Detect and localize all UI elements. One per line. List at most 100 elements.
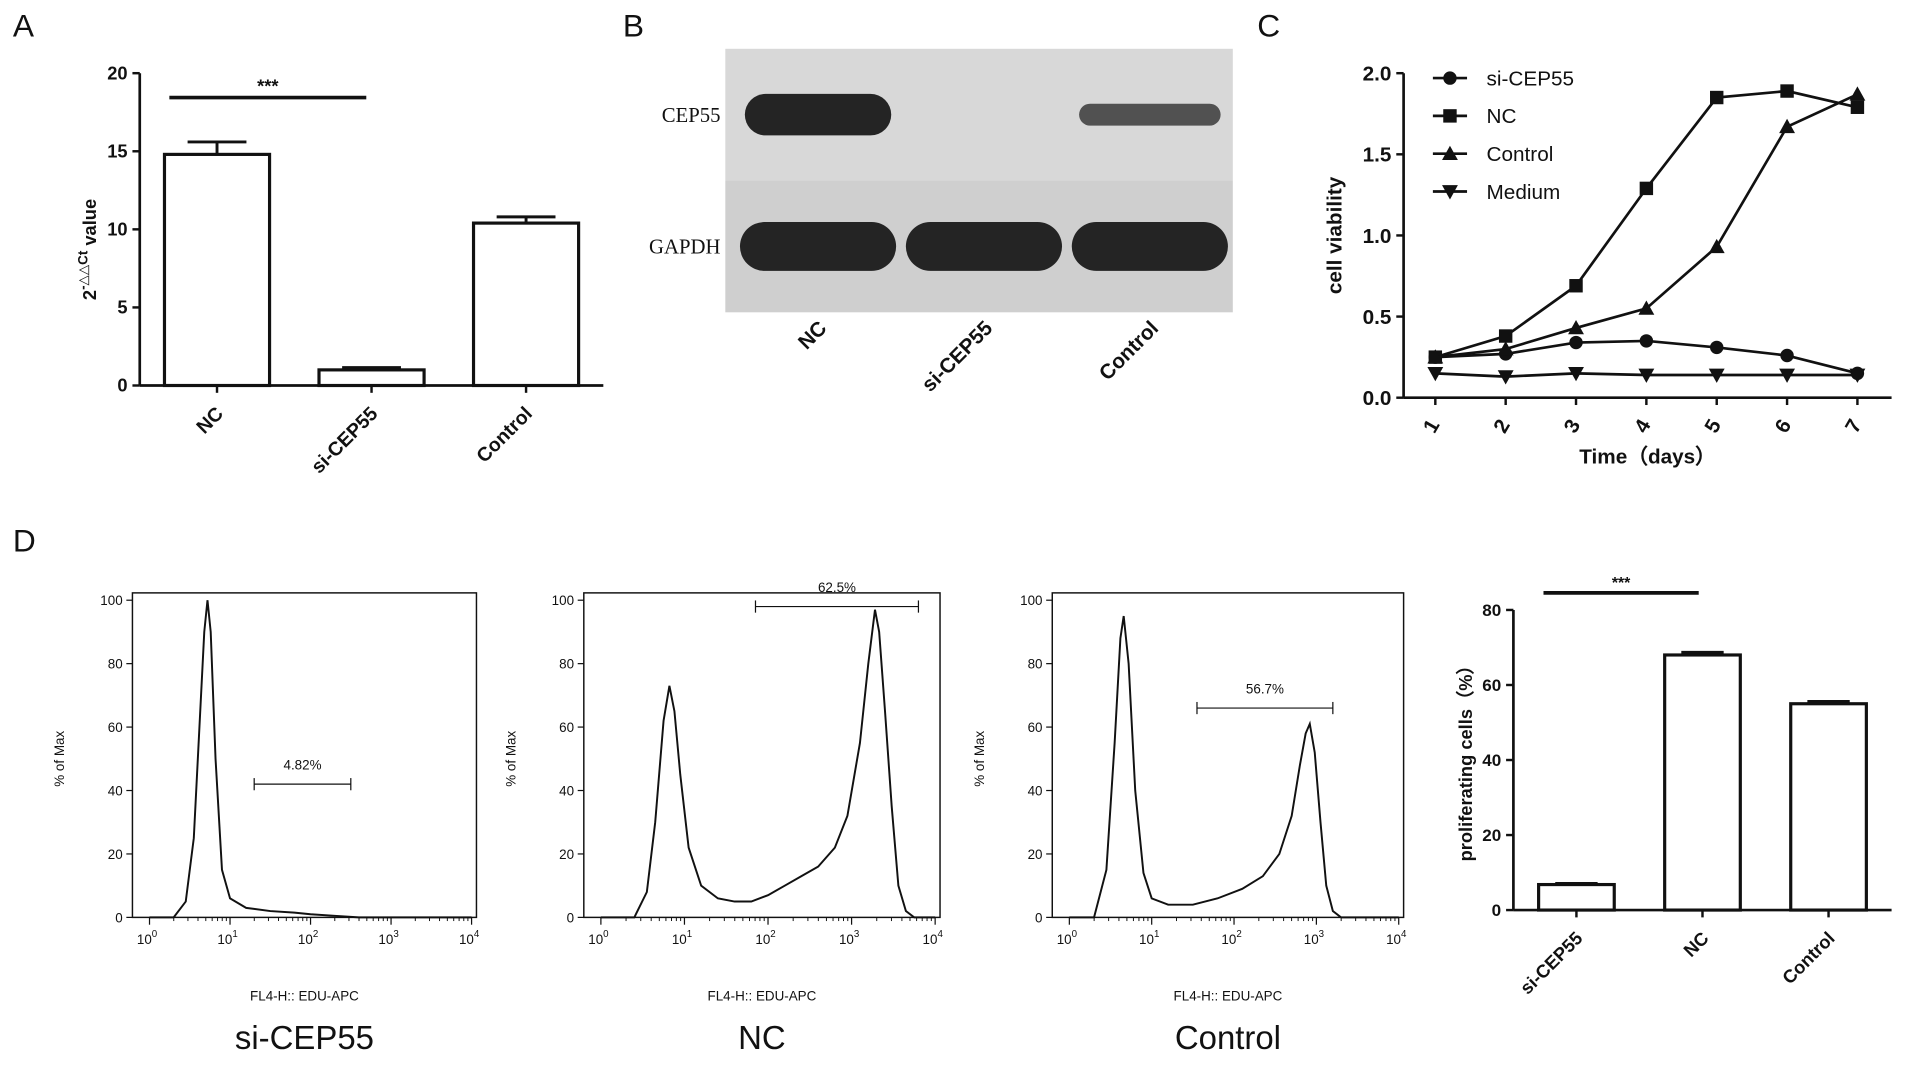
bar-nc (1663, 653, 1742, 912)
plot-frame (583, 592, 941, 919)
point-si-cep55 (1780, 348, 1794, 363)
y-tick-label: 80 (108, 657, 123, 672)
bar-si-cep55 (317, 368, 426, 388)
y-tick-label: 80 (559, 657, 574, 672)
point-control (1497, 341, 1514, 356)
point-medium (1779, 368, 1795, 383)
x-tick-label: 103 (1304, 929, 1324, 947)
point-control (1427, 349, 1444, 364)
point-nc (1569, 279, 1583, 293)
x-tick-label: 101 (217, 929, 237, 947)
x-tick-label: 101 (1139, 929, 1159, 947)
point-nc (1850, 100, 1865, 114)
plot-frame (1051, 592, 1405, 919)
band-gapdh-si-cep55 (905, 222, 1063, 271)
band-gapdh-nc (739, 222, 897, 271)
bar-nc (162, 152, 272, 388)
point-control (1779, 118, 1795, 134)
x-tick-label: 103 (378, 929, 398, 947)
blot-row-label-cep55: CEP55 (662, 105, 721, 127)
y-tick-label: 40 (108, 783, 123, 798)
y-tick-label: 60 (1028, 720, 1043, 735)
y-tick-label: 0 (115, 910, 122, 925)
y-tick-label: 0.5 (1363, 306, 1392, 329)
x-tick-label: 104 (459, 929, 480, 947)
x-tick-label: 100 (137, 929, 158, 947)
point-nc (1498, 329, 1513, 343)
legend-marker-medium (1442, 185, 1458, 200)
x-tick-label: 100 (1057, 929, 1078, 947)
y-axis-label: 2-△△Ct value (75, 199, 100, 300)
bar-control (471, 221, 581, 388)
point-medium (1568, 367, 1584, 382)
legend-label-medium: Medium (1487, 181, 1561, 204)
legend-marker-nc (1443, 109, 1457, 123)
point-control (1849, 86, 1866, 101)
point-medium (1497, 370, 1514, 385)
panel-label-d: D (13, 522, 36, 558)
point-si-cep55 (1639, 334, 1654, 348)
y-tick-label: 15 (107, 140, 127, 161)
y-tick-label: 80 (1028, 657, 1043, 672)
point-medium (1708, 368, 1725, 383)
y-tick-label: 10 (107, 218, 127, 239)
y-tick-label: 0.0 (1363, 387, 1392, 410)
y-axis-label: cell viability (1323, 176, 1346, 294)
band-cep55-nc (744, 93, 892, 136)
significance-label: *** (257, 76, 279, 97)
y-tick-label: 40 (559, 783, 574, 798)
legend-label-nc: NC (1487, 105, 1517, 128)
point-control (1568, 320, 1584, 335)
band-cep55-control (1079, 103, 1221, 126)
y-tick-label: 60 (559, 720, 574, 735)
legend-label-control: Control (1487, 143, 1554, 166)
y-tick-label: 100 (552, 593, 574, 608)
x-axis-label: FL4-H:: EDU-APC (250, 988, 359, 1003)
x-tick-label: 102 (298, 929, 318, 947)
plot-frame (131, 592, 478, 919)
y-axis-label: proliferating cells（%） (1455, 656, 1476, 861)
panel-label-a: A (13, 8, 35, 44)
y-tick-label: 5 (117, 297, 127, 318)
x-tick-label: 104 (923, 929, 944, 947)
y-tick-label: 60 (108, 720, 123, 735)
gate-label: 56.7% (1246, 681, 1284, 696)
histogram-title: Control (1175, 1019, 1281, 1056)
y-tick-label: 80 (1482, 601, 1501, 620)
y-axis-label: % of Max (52, 731, 67, 787)
y-tick-label: 100 (100, 593, 122, 608)
x-axis-label: FL4-H:: EDU-APC (1174, 988, 1283, 1003)
x-tick-label: 103 (839, 929, 859, 947)
point-control (1708, 238, 1725, 254)
point-control (1638, 300, 1655, 315)
x-tick-label: 102 (755, 929, 775, 947)
y-tick-label: 1.5 (1363, 144, 1392, 167)
gate-label: 62.5% (818, 580, 856, 595)
panel-label-b: B (623, 8, 644, 44)
legend-marker-si-cep55 (1443, 71, 1457, 85)
histogram-curve (149, 600, 472, 919)
point-medium (1638, 368, 1655, 383)
band-gapdh-control (1071, 222, 1228, 271)
point-medium (1427, 367, 1444, 382)
point-nc (1710, 90, 1724, 105)
y-tick-label: 20 (1028, 847, 1043, 862)
x-tick-label: 101 (672, 929, 692, 947)
y-tick-label: 2.0 (1363, 63, 1392, 86)
point-nc (1780, 84, 1794, 98)
point-si-cep55 (1569, 335, 1583, 350)
significance-label: *** (1612, 575, 1631, 592)
y-tick-label: 0 (117, 375, 127, 396)
histogram-curve (600, 609, 936, 919)
y-tick-label: 0 (567, 910, 574, 925)
point-nc (1639, 181, 1654, 196)
y-tick-label: 20 (108, 847, 123, 862)
y-axis-label: % of Max (503, 731, 518, 787)
y-axis-label: % of Max (972, 731, 987, 787)
y-tick-label: 0 (1492, 901, 1502, 920)
